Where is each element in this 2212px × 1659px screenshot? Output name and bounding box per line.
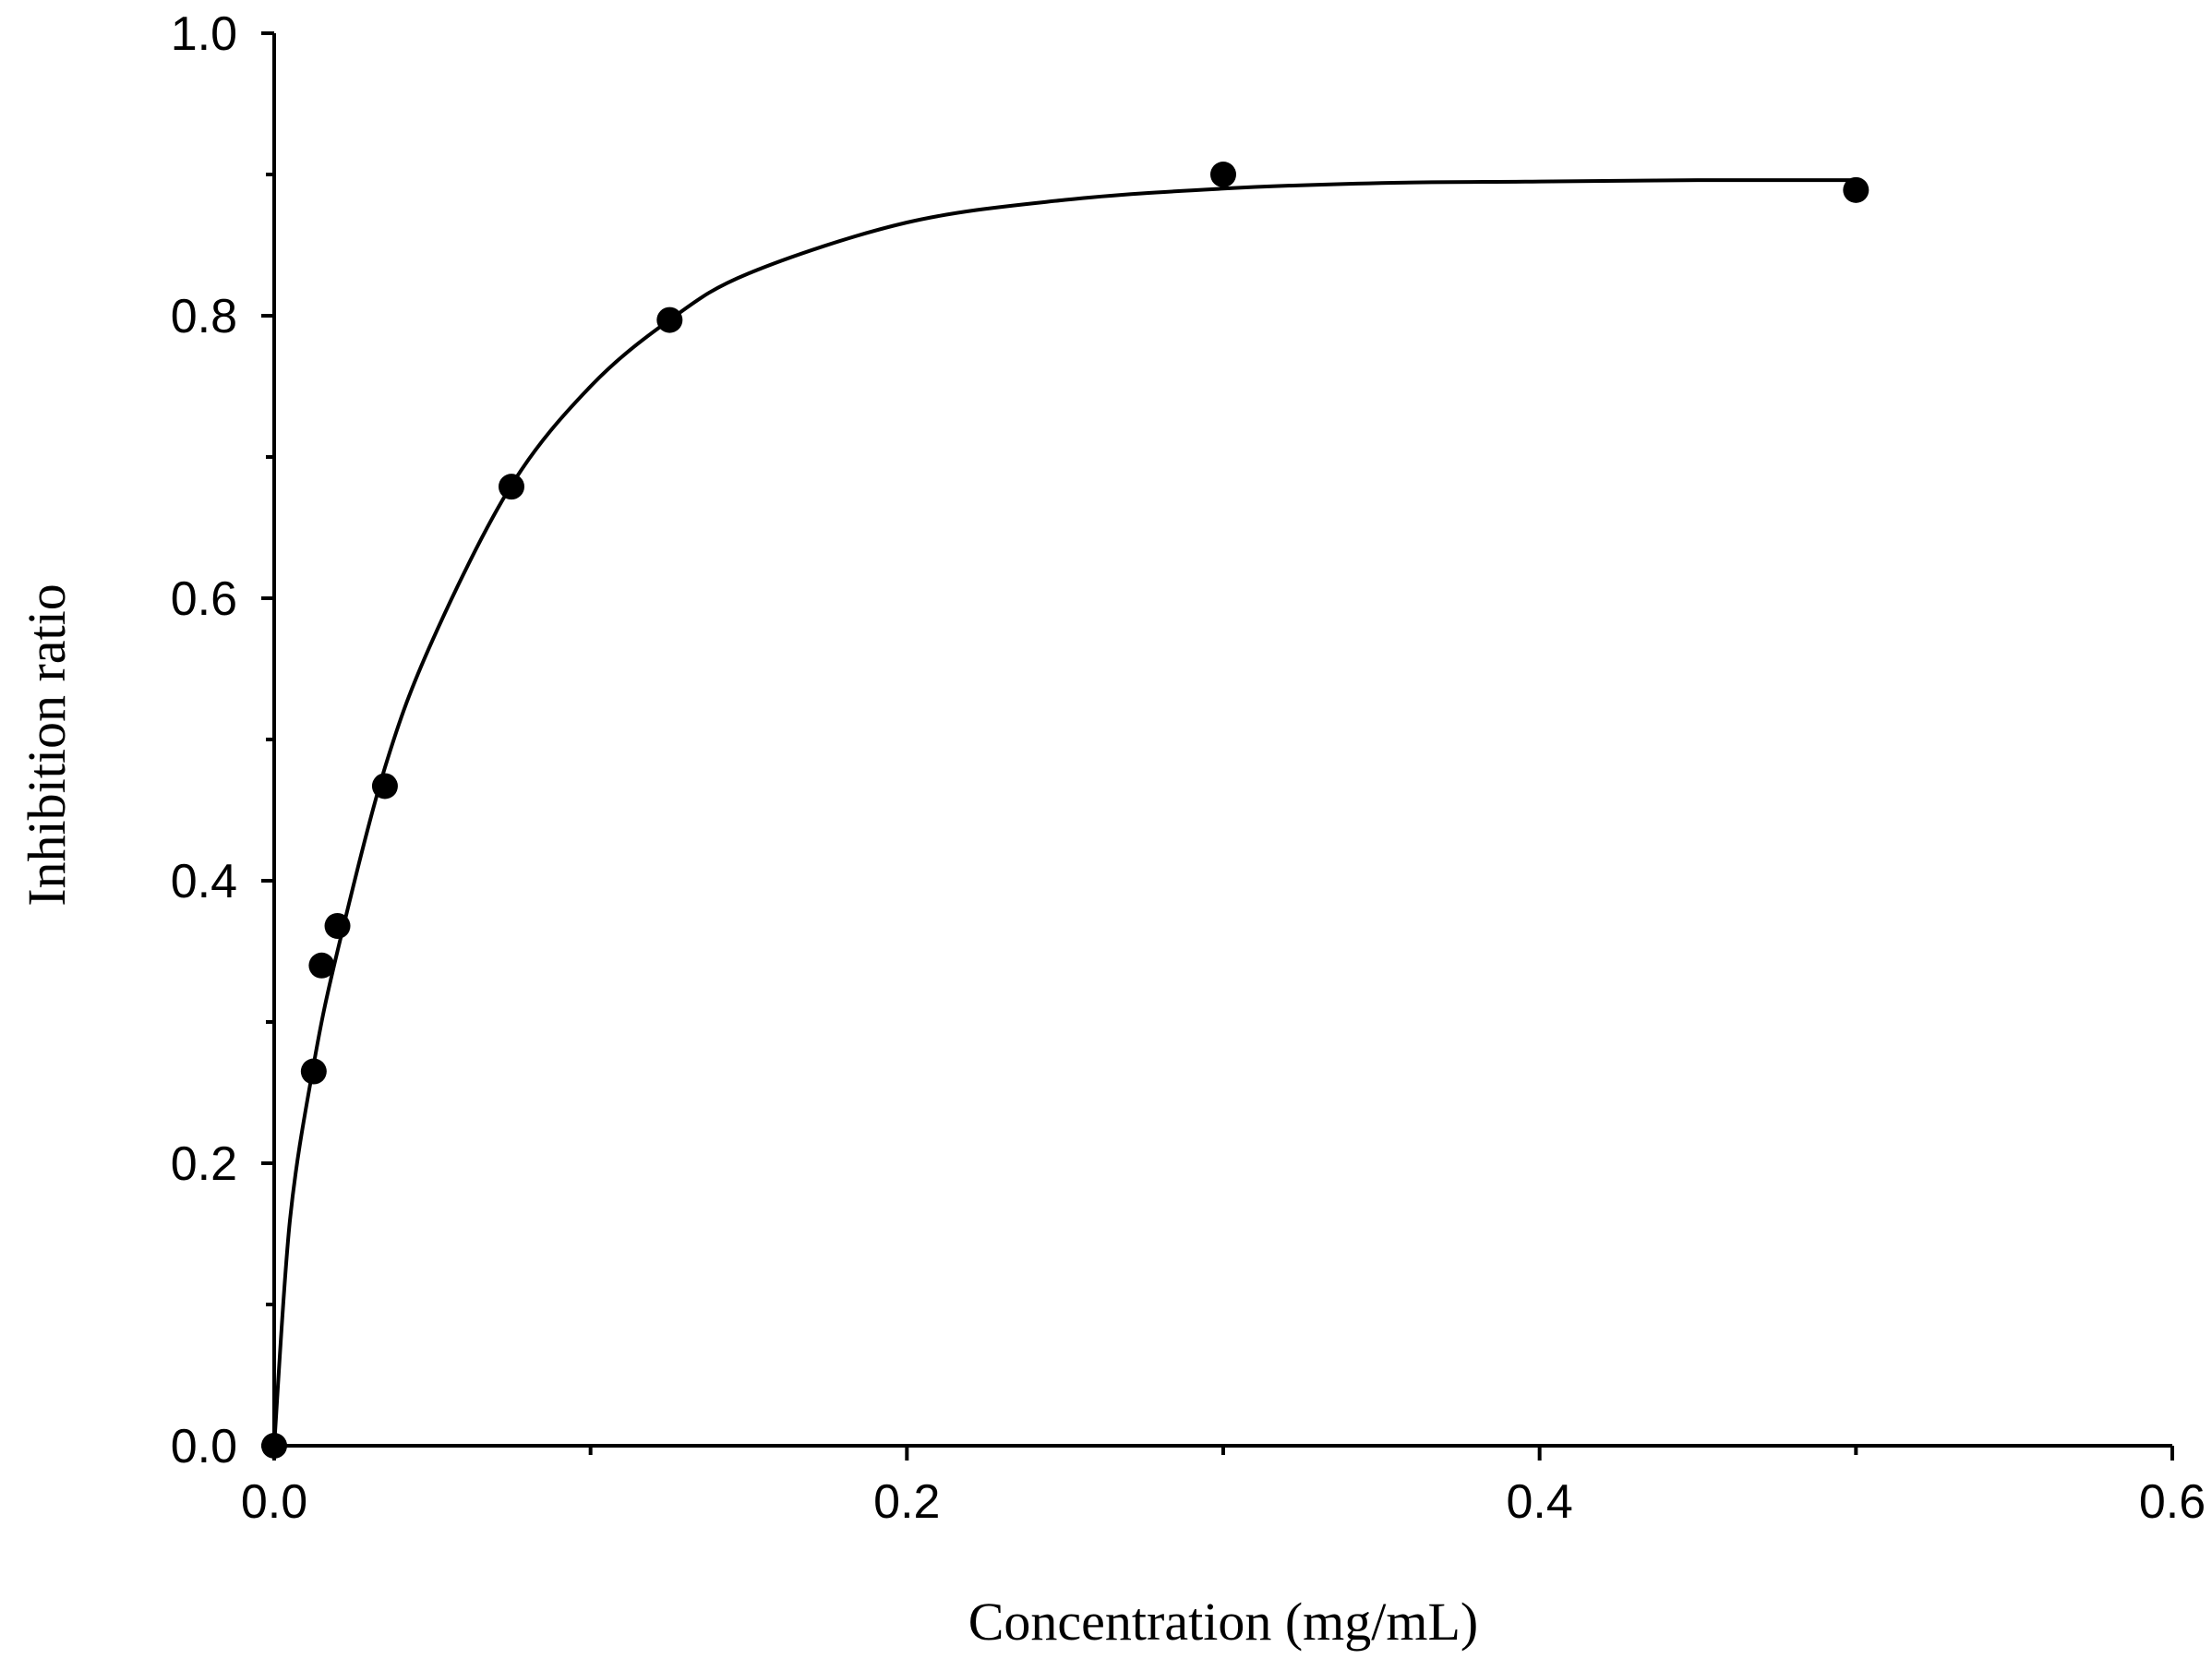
data-point [324, 912, 351, 939]
y-tick-label: 0.6 [171, 572, 237, 626]
x-tick-label: 0.4 [1507, 1475, 1573, 1529]
y-tick-label: 0.2 [171, 1137, 237, 1191]
data-points [261, 162, 1869, 1459]
data-point [371, 773, 398, 799]
x-axis-title: Concentration (mg/mL) [968, 1592, 1478, 1652]
data-point [1843, 176, 1869, 203]
data-point [261, 1433, 287, 1459]
x-tick-label: 0.6 [2139, 1475, 2206, 1529]
x-tick-label: 0.0 [241, 1475, 307, 1529]
x-tick-label: 0.2 [873, 1475, 940, 1529]
x-axis-ticks: 0.0 0.2 0.4 0.6 [241, 1446, 2206, 1529]
y-tick-label: 1.0 [171, 7, 237, 61]
plot-area: 0.0 0.2 0.4 0.6 0.8 1.0 0.0 0.2 0.4 0.6 [171, 7, 2206, 1529]
y-tick-label: 0.4 [171, 855, 237, 908]
y-axis-ticks: 0.0 0.2 0.4 0.6 0.8 1.0 [171, 7, 274, 1473]
y-tick-label: 0.0 [171, 1420, 237, 1473]
y-tick-label: 0.8 [171, 290, 237, 343]
y-axis-title: Inhibition ratio [17, 583, 77, 907]
data-point [300, 1058, 327, 1085]
data-point [1210, 162, 1236, 187]
data-point [656, 307, 683, 333]
data-point [499, 474, 524, 500]
data-point [308, 952, 335, 979]
